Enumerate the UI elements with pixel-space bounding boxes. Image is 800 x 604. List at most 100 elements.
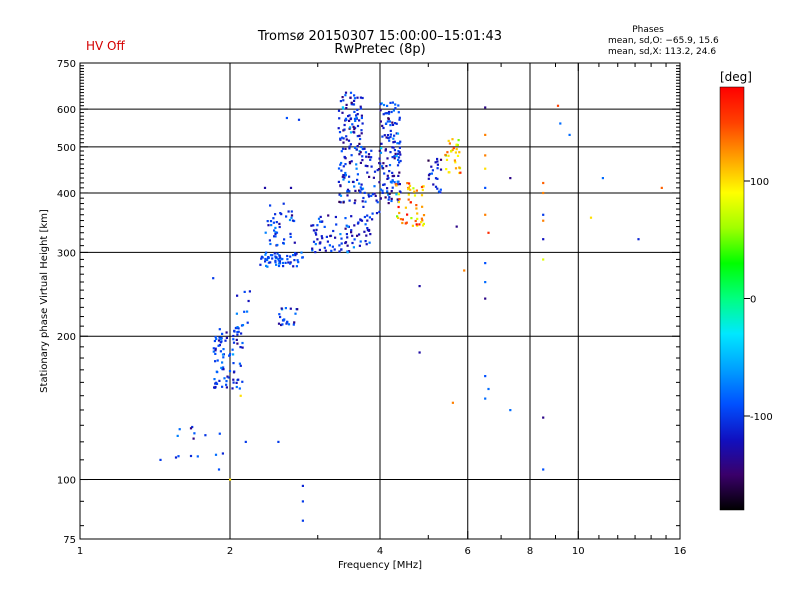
- echo-point: [542, 213, 545, 216]
- echo-point: [344, 171, 347, 175]
- echo-point: [321, 237, 324, 240]
- echo-point: [213, 386, 216, 389]
- echo-point: [278, 225, 281, 229]
- echo-point: [289, 255, 292, 258]
- axis-ticks: 1 2 4 6 8 10 16 75 100 200 300 400 500 600 750: [57, 59, 686, 557]
- echo-point: [418, 351, 421, 354]
- echo-point: [378, 181, 381, 184]
- echo-point: [418, 285, 421, 288]
- echo-point: [381, 189, 384, 192]
- echo-point: [354, 126, 357, 129]
- echo-point: [301, 484, 304, 487]
- echo-point: [342, 137, 345, 140]
- echo-point: [542, 468, 545, 471]
- echo-point: [236, 333, 239, 336]
- echo-point: [364, 200, 367, 203]
- echo-point: [296, 308, 299, 311]
- y-tick-label: 600: [57, 105, 76, 116]
- echo-point: [413, 190, 416, 193]
- echo-point: [393, 149, 396, 152]
- echo-point: [238, 387, 241, 390]
- echo-point: [286, 258, 289, 261]
- echo-point: [214, 360, 217, 363]
- echo-point: [345, 233, 348, 236]
- echo-point: [218, 328, 221, 331]
- echo-point: [422, 222, 425, 225]
- echo-point: [274, 261, 277, 264]
- echo-point: [368, 216, 371, 219]
- echo-point: [372, 176, 375, 179]
- echo-point: [420, 217, 423, 220]
- echo-point: [288, 218, 292, 222]
- echo-point: [436, 167, 439, 170]
- echo-point: [390, 190, 393, 193]
- echo-point: [218, 344, 221, 347]
- echo-point: [458, 151, 461, 154]
- echo-point: [348, 199, 351, 202]
- echo-point: [320, 235, 323, 238]
- echo-point: [259, 263, 262, 266]
- echo-point: [311, 249, 314, 252]
- echo-point: [213, 339, 216, 343]
- echo-point: [411, 224, 414, 227]
- echo-point: [293, 321, 296, 324]
- echo-point: [391, 156, 394, 159]
- echo-point: [241, 346, 244, 349]
- echo-point: [354, 119, 357, 122]
- echo-point: [484, 154, 487, 157]
- echo-point: [356, 178, 359, 181]
- echo-point: [342, 174, 345, 177]
- echo-point: [348, 175, 351, 178]
- colorbar-label: [deg]: [720, 70, 752, 84]
- echo-point: [395, 122, 398, 125]
- echo-point: [215, 382, 219, 385]
- echo-point: [389, 136, 392, 139]
- echo-point: [214, 385, 217, 389]
- echo-point: [542, 181, 545, 185]
- echo-point: [260, 255, 263, 258]
- echo-point: [338, 193, 341, 196]
- echo-point: [364, 151, 368, 154]
- echo-point: [213, 378, 216, 381]
- echo-point: [415, 204, 418, 207]
- chart-title-line2: RwPretec (8p): [334, 42, 425, 57]
- echo-point: [320, 220, 323, 223]
- echo-point: [279, 315, 282, 319]
- echo-point: [214, 336, 217, 339]
- echo-point: [266, 265, 269, 268]
- echo-point: [431, 169, 434, 172]
- echo-point: [275, 256, 278, 259]
- echo-point: [375, 212, 379, 215]
- echo-point: [391, 186, 394, 189]
- echo-point: [287, 261, 290, 264]
- echo-point: [300, 251, 303, 254]
- echo-point: [427, 159, 430, 162]
- echo-point: [350, 101, 353, 104]
- echo-point: [275, 263, 278, 266]
- echo-point: [454, 167, 458, 170]
- echo-point: [346, 251, 349, 254]
- echo-point: [356, 135, 359, 138]
- echo-point: [427, 177, 430, 180]
- echo-point: [407, 188, 410, 191]
- echo-point: [427, 174, 431, 177]
- echo-point: [301, 256, 304, 259]
- echo-point: [366, 165, 369, 168]
- echo-point: [368, 175, 371, 178]
- echo-point: [381, 124, 384, 127]
- echo-point: [420, 194, 424, 197]
- echo-point: [398, 161, 401, 164]
- x-tick-label: 2: [227, 546, 233, 557]
- echo-point: [356, 173, 359, 176]
- echo-point: [384, 112, 387, 115]
- echo-point: [351, 234, 354, 237]
- echo-point: [214, 453, 218, 456]
- echo-point: [177, 455, 180, 458]
- echo-point: [386, 134, 390, 137]
- echo-point: [226, 375, 229, 378]
- echo-point: [401, 221, 404, 225]
- echo-point: [422, 185, 425, 188]
- echo-point: [378, 157, 381, 160]
- echo-point: [159, 458, 162, 461]
- echo-point: [397, 193, 400, 196]
